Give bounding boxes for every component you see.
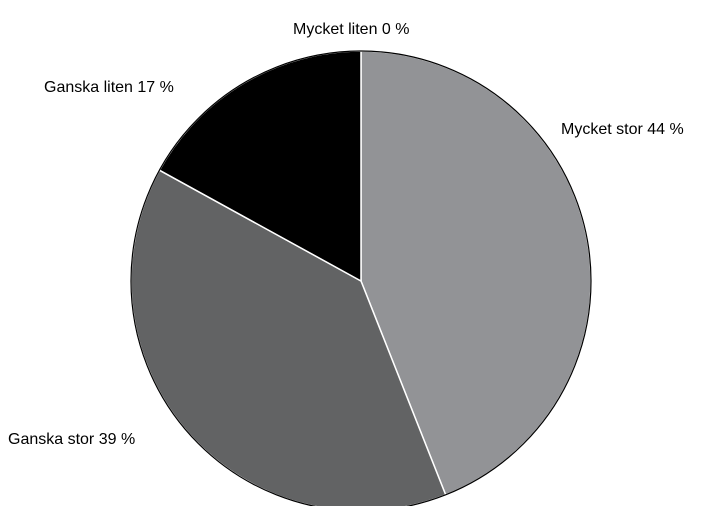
label-ganska-liten: Ganska liten 17 %	[44, 79, 174, 96]
pie-slices	[130, 50, 592, 506]
label-mycket-liten: Mycket liten 0 %	[293, 21, 409, 38]
label-mycket-stor: Mycket stor 44 %	[561, 121, 684, 138]
pie-outline	[130, 50, 592, 506]
pie-labels: Mycket stor 44 % Ganska stor 39 % Ganska…	[8, 21, 684, 448]
label-ganska-stor: Ganska stor 39 %	[8, 431, 135, 448]
